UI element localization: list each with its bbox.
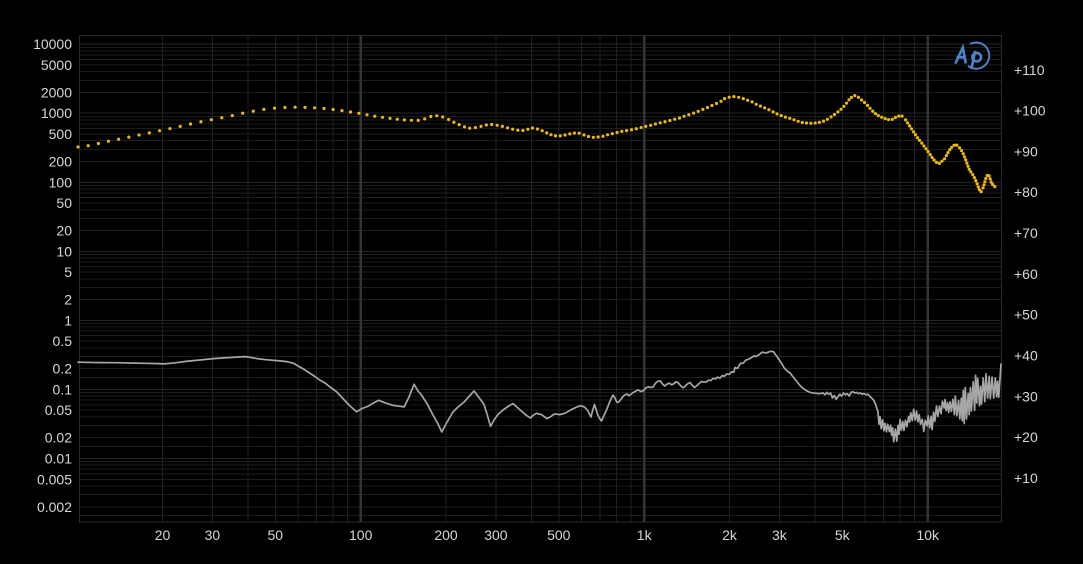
svg-text:200: 200 xyxy=(49,154,73,170)
svg-text:+70: +70 xyxy=(1014,225,1038,241)
svg-text:10k: 10k xyxy=(916,527,940,543)
svg-text:500: 500 xyxy=(547,527,571,543)
svg-text:300: 300 xyxy=(484,527,508,543)
svg-text:0.02: 0.02 xyxy=(45,430,72,446)
svg-text:0.2: 0.2 xyxy=(53,361,73,377)
svg-text:+50: +50 xyxy=(1014,307,1038,323)
svg-text:+60: +60 xyxy=(1014,266,1038,282)
svg-text:+10: +10 xyxy=(1014,470,1038,486)
svg-text:0.002: 0.002 xyxy=(37,499,72,515)
svg-text:200: 200 xyxy=(434,527,458,543)
svg-text:100: 100 xyxy=(49,174,73,190)
svg-text:5: 5 xyxy=(64,264,72,280)
svg-text:0.01: 0.01 xyxy=(45,451,72,467)
svg-text:+20: +20 xyxy=(1014,429,1038,445)
svg-text:5000: 5000 xyxy=(41,57,72,73)
svg-text:+90: +90 xyxy=(1014,143,1038,159)
svg-text:0.05: 0.05 xyxy=(45,402,72,418)
svg-text:1: 1 xyxy=(64,312,72,328)
svg-text:2: 2 xyxy=(64,292,72,308)
svg-text:3k: 3k xyxy=(772,527,788,543)
svg-text:0.5: 0.5 xyxy=(53,333,73,349)
svg-text:+40: +40 xyxy=(1014,348,1038,364)
svg-text:10000: 10000 xyxy=(33,36,72,52)
svg-text:1000: 1000 xyxy=(41,105,72,121)
svg-text:20: 20 xyxy=(155,527,171,543)
svg-text:100: 100 xyxy=(349,527,373,543)
svg-text:+110: +110 xyxy=(1014,62,1045,78)
svg-text:+80: +80 xyxy=(1014,184,1038,200)
svg-text:1k: 1k xyxy=(637,527,653,543)
svg-text:+30: +30 xyxy=(1014,388,1038,404)
svg-text:2000: 2000 xyxy=(41,85,72,101)
svg-text:0.005: 0.005 xyxy=(37,471,72,487)
svg-text:50: 50 xyxy=(268,527,284,543)
svg-text:+100: +100 xyxy=(1014,103,1046,119)
svg-text:50: 50 xyxy=(56,195,72,211)
svg-text:10: 10 xyxy=(56,243,72,259)
svg-text:500: 500 xyxy=(49,126,73,142)
svg-text:5k: 5k xyxy=(835,527,851,543)
svg-text:30: 30 xyxy=(205,527,221,543)
svg-text:0.1: 0.1 xyxy=(53,381,73,397)
svg-text:2k: 2k xyxy=(722,527,738,543)
svg-text:20: 20 xyxy=(56,223,72,239)
